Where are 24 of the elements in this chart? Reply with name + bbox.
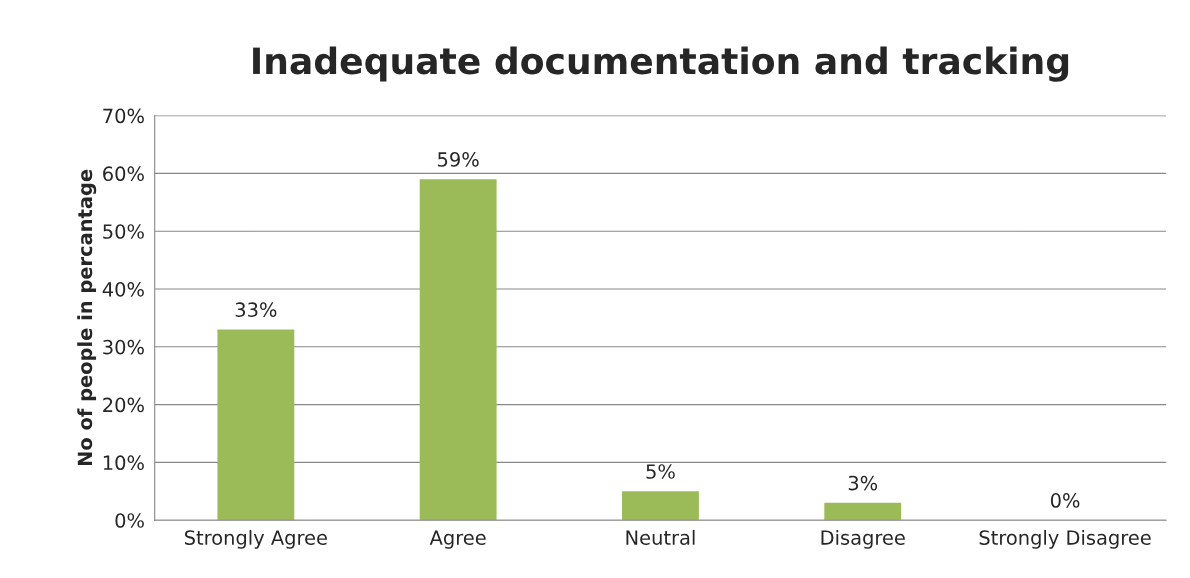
y-tick-label: 70% (103, 108, 144, 124)
bar (622, 491, 699, 521)
y-tick-label: 30% (103, 339, 144, 355)
data-label: 3% (848, 475, 878, 491)
y-tick-label: 40% (102, 281, 144, 297)
bar (419, 179, 497, 521)
data-label: 5% (646, 464, 675, 479)
x-tick-label: Disagree (821, 529, 905, 549)
x-tick-label: Strongly Disagree (979, 529, 1151, 549)
bar (217, 329, 295, 521)
x-tick-label: Strongly Agree (184, 529, 327, 549)
y-tick-label: 50% (103, 224, 144, 239)
chart-title: Inadequate documentation and tracking (253, 46, 1069, 82)
bar (824, 502, 902, 521)
x-tick-label: Neutral (626, 529, 695, 545)
y-tick-label: 60% (103, 166, 144, 182)
y-tick-label: 10% (103, 455, 144, 471)
y-tick-label: 0% (115, 513, 144, 528)
y-axis-title: No of people in percantage (77, 169, 97, 466)
data-label: 33% (235, 302, 277, 318)
data-label: 0% (1050, 493, 1080, 508)
y-tick-label: 20% (103, 397, 144, 413)
x-tick-label: Agree (429, 530, 486, 549)
data-label: 59% (438, 152, 479, 167)
